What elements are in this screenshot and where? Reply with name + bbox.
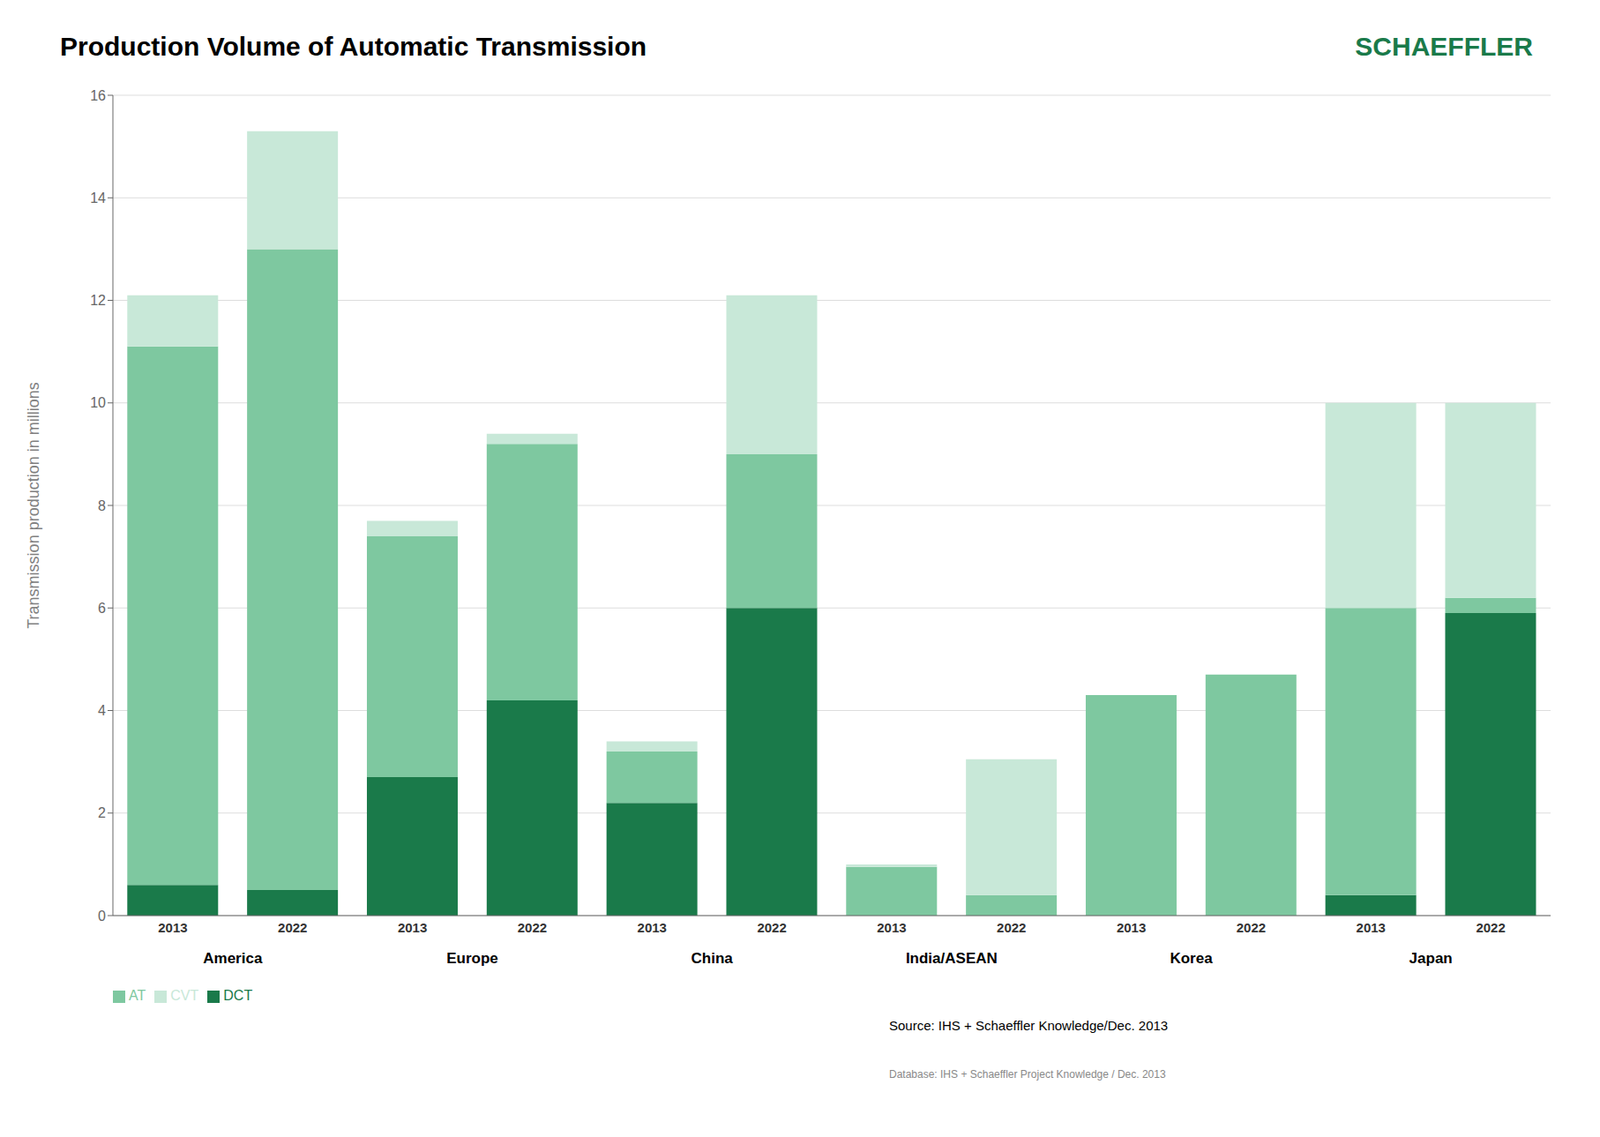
svg-text:16: 16 (89, 88, 106, 104)
svg-text:2013: 2013 (637, 919, 667, 935)
svg-text:2022: 2022 (1475, 919, 1505, 935)
svg-text:2022: 2022 (996, 919, 1026, 935)
html-text:Production Volume of Automatic: Production Volume of Automatic Transmiss… (59, 31, 647, 61)
html-text:CVT: CVT (170, 987, 199, 1003)
svg-text:Transmission production in mil: Transmission production in millions (24, 381, 43, 629)
svg-text:10: 10 (89, 395, 106, 411)
svg-text:2022: 2022 (277, 919, 307, 935)
html-text:SCHAEFFLER: SCHAEFFLER (1355, 31, 1533, 61)
svg-text:12: 12 (89, 292, 106, 308)
svg-text:8: 8 (97, 498, 106, 514)
svg-text:India/ASEAN: India/ASEAN (905, 949, 998, 967)
svg-text:4: 4 (97, 702, 106, 718)
svg-text:2013: 2013 (397, 919, 427, 935)
svg-text:2022: 2022 (517, 919, 547, 935)
svg-text:Japan: Japan (1409, 949, 1453, 967)
svg-text:Europe: Europe (446, 949, 499, 967)
html-text:DCT: DCT (223, 987, 253, 1003)
svg-text:China: China (691, 949, 734, 967)
html-text:Database: IHS + Schaeffler Pro: Database: IHS + Schaeffler Project Knowl… (889, 1068, 1166, 1081)
svg-text:2013: 2013 (1356, 919, 1386, 935)
svg-text:America: America (202, 949, 263, 967)
svg-text:2: 2 (97, 805, 106, 821)
svg-text:2013: 2013 (876, 919, 906, 935)
svg-text:0: 0 (97, 908, 106, 924)
svg-text:2022: 2022 (1236, 919, 1266, 935)
svg-text:6: 6 (97, 600, 106, 616)
svg-text:14: 14 (89, 190, 106, 206)
svg-text:2013: 2013 (1116, 919, 1146, 935)
svg-text:Korea: Korea (1169, 949, 1213, 967)
html-text:Source: IHS + Schaeffler Knowl: Source: IHS + Schaeffler Knowledge/Dec. … (889, 1017, 1168, 1033)
svg-text:2022: 2022 (756, 919, 786, 935)
html-text:AT: AT (128, 987, 146, 1003)
svg-text:2013: 2013 (157, 919, 187, 935)
